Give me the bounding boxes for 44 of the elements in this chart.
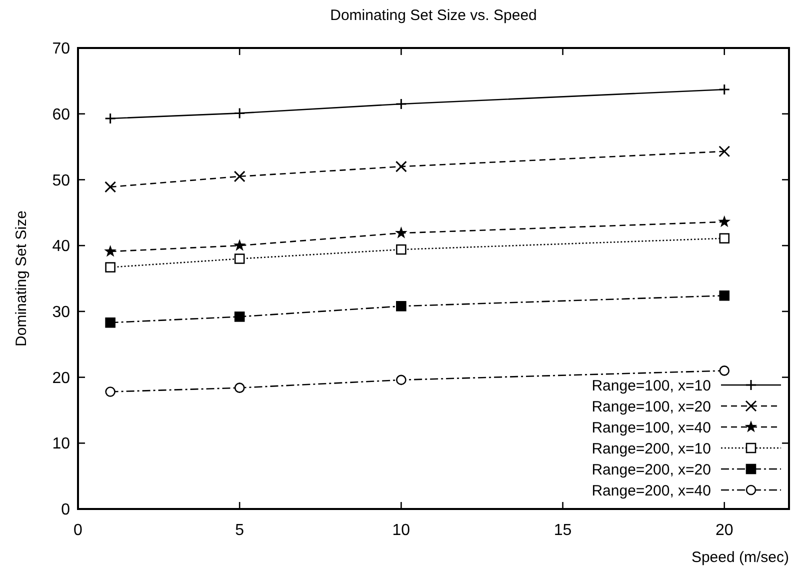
point [105,317,116,328]
x-tick-label: 0 [74,522,83,539]
x-axis-title: Speed (m/sec) [691,549,789,566]
y-tick-label: 10 [52,436,70,453]
legend-label: Range=100, x=20 [592,398,711,416]
legend-label: Range=200, x=20 [592,461,711,478]
point [104,112,116,124]
point [234,382,245,393]
point [396,244,406,255]
legend-label: Range=200, x=10 [592,440,711,458]
point [105,386,116,397]
point [719,366,730,376]
y-tick-label: 30 [52,304,70,322]
point [718,146,730,158]
legend-label: Range=200, x=40 [592,482,711,500]
y-tick-label: 0 [61,502,70,519]
y-tick-label: 40 [52,238,70,256]
y-axis-title: Dominating Set Size [13,210,30,346]
point [719,233,730,244]
point [234,312,245,322]
point [395,160,407,172]
point [234,170,246,182]
point [105,262,116,272]
point [396,374,406,386]
point [718,215,731,228]
x-tick-label: 15 [554,522,572,539]
y-tick-label: 50 [52,172,70,190]
y-tick-label: 20 [52,370,70,387]
point [395,226,408,238]
x-tick-label: 20 [715,522,734,539]
x-tick-label: 5 [235,522,244,539]
legend-label: Range=100, x=10 [592,377,711,394]
point [396,301,406,312]
point [234,254,245,264]
point [104,245,116,257]
y-tick-label: 70 [52,40,70,58]
point [233,239,246,251]
x-tick-label: 10 [392,522,410,539]
legend-label: Range=100, x=40 [592,419,711,436]
point [104,181,116,193]
y-tick-label: 60 [52,106,70,124]
point [719,290,730,301]
chart-title: Dominating Set Size vs. Speed [330,7,537,24]
point [718,84,730,96]
